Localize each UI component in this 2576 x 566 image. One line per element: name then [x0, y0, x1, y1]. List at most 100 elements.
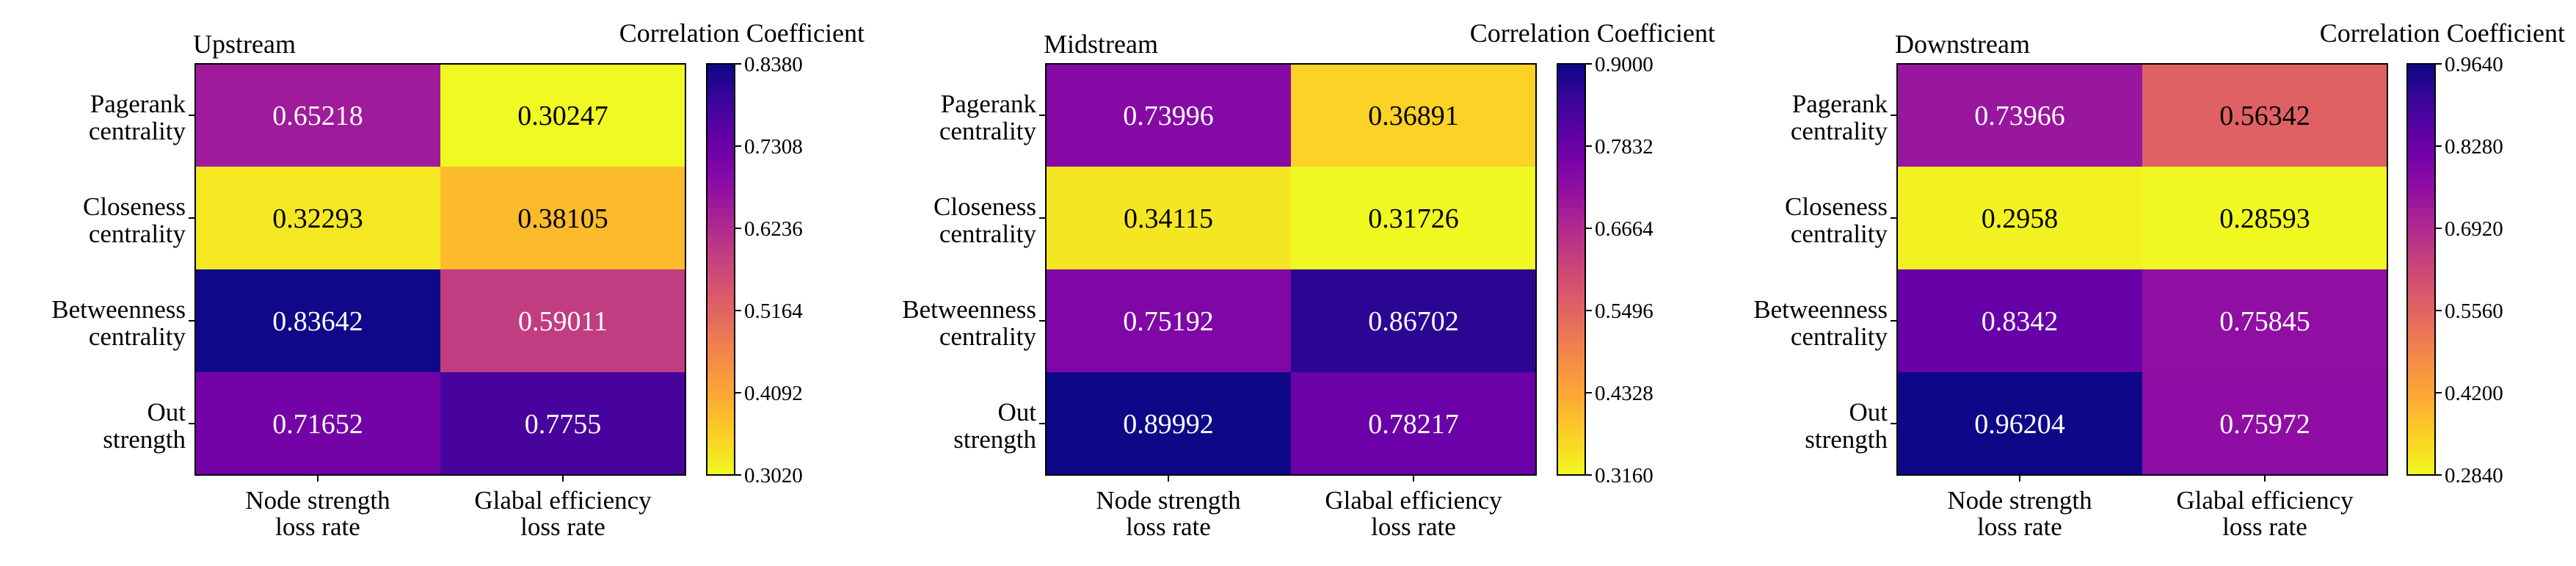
colorbar-tick-label: 0.9640 [2445, 53, 2503, 76]
colorbar-tick-label: 0.6920 [2445, 217, 2503, 241]
heatmap-cell [1897, 269, 2142, 372]
heatmap-cell [440, 269, 685, 372]
row-label: Out [148, 398, 186, 427]
colorbar-segment [1557, 194, 1585, 202]
colorbar-tick-label: 0.6664 [1595, 217, 1653, 241]
row-label: centrality [1791, 219, 1888, 248]
cell-value-label: 0.31726 [1368, 203, 1459, 234]
colorbar-segment [1557, 420, 1585, 428]
row-label: strength [1805, 425, 1888, 454]
colorbar-segment [2407, 84, 2435, 92]
colorbar-frame [2406, 63, 2436, 476]
colorbar-segment [707, 461, 735, 469]
colorbar-segment [707, 214, 735, 222]
colorbar-segment [2407, 303, 2435, 311]
row-label: Pagerank [90, 90, 186, 118]
colorbar-segment [1557, 159, 1585, 167]
heatmap-cell [1046, 64, 1291, 167]
cell-value-label: 0.89992 [1123, 409, 1214, 440]
colorbar-segment [2407, 242, 2435, 250]
colorbar-segment [707, 187, 735, 195]
row-label: centrality [89, 117, 186, 145]
colorbar-segment [2407, 208, 2435, 215]
colorbar-segment [2407, 447, 2435, 455]
col-label: loss rate [1126, 512, 1211, 541]
colorbar-segment [1557, 70, 1585, 79]
colorbar-segment [707, 146, 735, 153]
col-label: Node strength [1947, 486, 2092, 515]
col-label: loss rate [520, 512, 605, 541]
panel-title: Downstream [1895, 29, 2030, 59]
colorbar-segment [1557, 372, 1585, 380]
cell-value-label: 0.32293 [272, 203, 363, 234]
colorbar-segment [2407, 290, 2435, 297]
colorbar-frame [1557, 63, 1586, 476]
panel-title: Midstream [1044, 29, 1158, 59]
heatmap-cell [1046, 372, 1291, 475]
colorbar-tick-label: 0.3020 [744, 464, 803, 487]
colorbar-segment [2407, 228, 2435, 236]
colorbar-segment [707, 283, 735, 291]
colorbar-segment [2407, 358, 2435, 366]
colorbar-segment [2407, 167, 2435, 174]
colorbar-segment [2407, 173, 2435, 181]
colorbar-segment [707, 447, 735, 455]
colorbar-segment [2407, 105, 2435, 112]
colorbar-segment [1557, 126, 1585, 133]
cell-value-label: 0.8342 [1982, 306, 2059, 337]
row-label: centrality [1791, 322, 1888, 351]
cell-value-label: 0.36891 [1368, 101, 1459, 131]
heatmap-cell [440, 167, 685, 269]
cell-value-label: 0.56342 [2219, 101, 2310, 131]
row-label: Pagerank [1792, 90, 1888, 118]
colorbar-segment [707, 64, 735, 71]
colorbar-tick-label: 0.5560 [2445, 300, 2503, 323]
colorbar-segment [1557, 269, 1585, 277]
colorbar-segment [707, 393, 735, 400]
colorbar-segment [2407, 276, 2435, 284]
colorbar-segment [2407, 427, 2435, 435]
colorbar-segment [2407, 440, 2435, 449]
colorbar-segment [707, 242, 735, 250]
colorbar-segment [1557, 221, 1585, 229]
colorbar-segment [707, 406, 735, 414]
colorbar-tick-label: 0.4328 [1595, 382, 1653, 405]
colorbar-segment [707, 132, 735, 140]
heatmap-cell [1291, 372, 1536, 475]
heatmap-cell [1291, 167, 1536, 269]
colorbar-segment [2407, 413, 2435, 421]
colorbar-segment [707, 427, 735, 435]
colorbar-segment [1557, 118, 1585, 126]
row-label: Pagerank [941, 90, 1037, 118]
colorbar-segment [707, 365, 735, 373]
col-label: loss rate [275, 512, 360, 541]
colorbar-segment [707, 77, 735, 85]
heatmap-cell [2142, 64, 2387, 167]
row-label: Out [998, 398, 1037, 427]
heatmap-cell [1897, 167, 2142, 269]
colorbar-segment [707, 420, 735, 428]
colorbar-segment [2407, 112, 2435, 120]
colorbar-segment [707, 118, 735, 126]
colorbar-segment [707, 379, 735, 387]
colorbar-segment [707, 208, 735, 215]
colorbar-segment [2407, 214, 2435, 222]
colorbar-segment [1557, 180, 1585, 188]
colorbar-segment [707, 468, 735, 476]
colorbar-segment [707, 70, 735, 79]
row-label: Betweenness [1753, 295, 1888, 324]
colorbar-segment [1557, 64, 1585, 71]
colorbar-segment [1557, 98, 1585, 106]
colorbar-segment [1557, 153, 1585, 161]
heatmap-cell [2142, 372, 2387, 475]
colorbar-tick-label: 0.5496 [1595, 300, 1653, 323]
colorbar-segment [2407, 126, 2435, 133]
colorbar-segment [707, 173, 735, 181]
colorbar-segment [2407, 146, 2435, 153]
colorbar-segment [2407, 468, 2435, 476]
heatmap-cell [1291, 64, 1536, 167]
colorbar-segment [707, 399, 735, 407]
heatmap-cell [440, 64, 685, 167]
panel-title: Upstream [193, 29, 296, 59]
colorbar-segment [1557, 440, 1585, 449]
